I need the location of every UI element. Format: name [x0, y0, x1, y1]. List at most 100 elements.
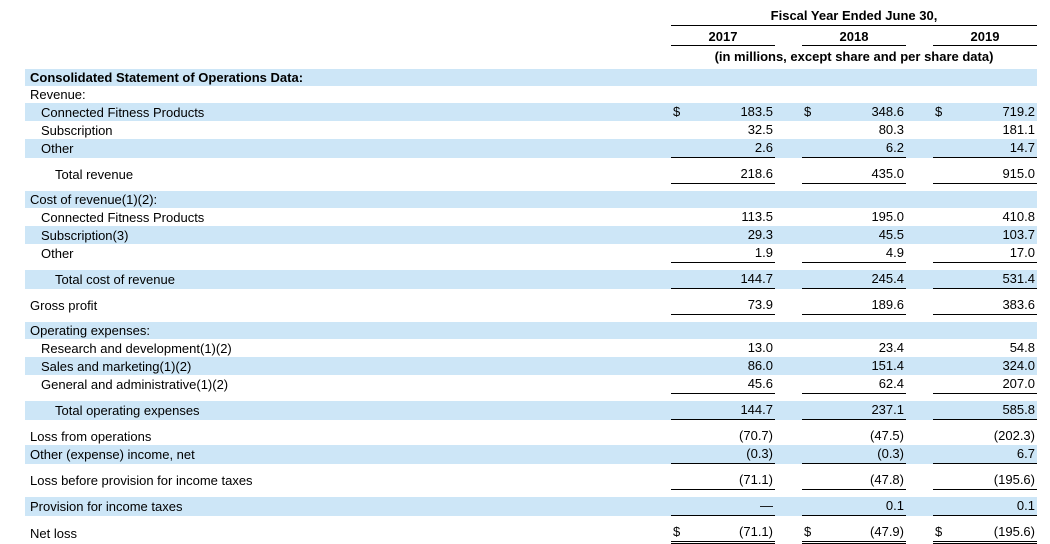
- value-text: 23.4: [878, 340, 904, 355]
- value-cell: 6.7: [933, 445, 1037, 464]
- value-cell: 23.4: [802, 339, 906, 357]
- value-text: 0.1: [885, 498, 904, 513]
- value-cell: 4.9: [802, 244, 906, 263]
- row-label: Subscription: [41, 122, 113, 138]
- value-text: 435.0: [871, 166, 904, 181]
- year-column-2017: 2017: [671, 26, 775, 46]
- value-text: (0.3): [877, 446, 904, 461]
- row-label: Total revenue: [55, 167, 134, 182]
- value-cell: 2.6: [671, 139, 775, 158]
- value-text: 4.9: [885, 245, 904, 260]
- value-cell: 6.2: [802, 139, 906, 158]
- value-text: 348.6: [871, 104, 904, 119]
- value-cell: (0.3): [671, 445, 775, 464]
- value-cell: 218.6: [671, 165, 775, 184]
- units-subtitle: (in millions, except share and per share…: [714, 49, 994, 64]
- value-text: 324.0: [1002, 358, 1035, 373]
- value-text: 54.8: [1009, 340, 1035, 355]
- value-text: (70.7): [739, 428, 773, 443]
- dollar-sign: $: [804, 104, 812, 119]
- table-row: Gross profit 73.9 189.6 383.6: [25, 296, 1037, 315]
- value-cell: 245.4: [802, 270, 906, 289]
- value-cell: $ (195.6): [933, 523, 1037, 544]
- row-label: Loss before provision for income taxes: [30, 473, 253, 488]
- value-text: (47.8): [870, 472, 904, 487]
- table-row: Consolidated Statement of Operations Dat…: [25, 69, 1037, 86]
- value-cell: 0.1: [802, 497, 906, 516]
- table-row: Subscription(3) 29.3 45.5 103.7: [25, 226, 1037, 244]
- value-cell: —: [671, 497, 775, 516]
- value-cell: 29.3: [671, 226, 775, 244]
- row-label: Revenue:: [30, 87, 86, 102]
- year-column-2019: 2019: [933, 26, 1037, 46]
- value-cell: $348.6: [802, 103, 906, 121]
- row-label: Other: [41, 246, 74, 261]
- value-text: 915.0: [1002, 166, 1035, 181]
- value-text: 144.7: [740, 271, 773, 286]
- row-label: Consolidated Statement of Operations Dat…: [30, 70, 304, 85]
- value-text: (195.6): [993, 472, 1035, 487]
- dollar-sign: $: [673, 104, 681, 119]
- table-row: Total cost of revenue 144.7 245.4 531.4: [25, 270, 1037, 289]
- value-cell: $719.2: [933, 103, 1037, 121]
- value-cell: 86.0: [671, 357, 775, 375]
- value-cell: 1.9: [671, 244, 775, 263]
- value-cell: (202.3): [933, 427, 1037, 445]
- value-text: 531.4: [1002, 271, 1035, 286]
- value-text: 237.1: [871, 402, 904, 417]
- row-label: Loss from operations: [30, 428, 152, 444]
- value-cell: 62.4: [802, 375, 906, 394]
- row-label: Other (expense) income, net: [30, 447, 195, 462]
- value-text: (71.1): [739, 524, 773, 539]
- dollar-sign: $: [935, 524, 943, 539]
- table-row: Other 2.6 6.2 14.7: [25, 139, 1037, 158]
- row-label: Sales and marketing(1)(2): [41, 358, 192, 374]
- table-row: Research and development(1)(2) 13.0 23.4…: [25, 339, 1037, 357]
- table-row: Total operating expenses 144.7 237.1 585…: [25, 401, 1037, 420]
- value-cell: 45.6: [671, 375, 775, 394]
- value-text: 86.0: [747, 358, 773, 373]
- value-text: 0.1: [1016, 498, 1035, 513]
- value-text: —: [760, 498, 773, 513]
- row-label: Subscription(3): [41, 227, 129, 243]
- value-text: (71.1): [739, 472, 773, 487]
- value-cell: 195.0: [802, 208, 906, 226]
- value-cell: 17.0: [933, 244, 1037, 263]
- value-cell: 531.4: [933, 270, 1037, 289]
- value-text: 6.2: [885, 140, 904, 155]
- value-cell: 324.0: [933, 357, 1037, 375]
- table-row: Revenue:: [25, 86, 1037, 103]
- value-cell: 237.1: [802, 401, 906, 420]
- value-cell: 14.7: [933, 139, 1037, 158]
- value-cell: (195.6): [933, 471, 1037, 490]
- value-text: 383.6: [1002, 297, 1035, 312]
- dollar-sign: $: [673, 524, 681, 539]
- value-cell: 103.7: [933, 226, 1037, 244]
- value-text: 62.4: [878, 376, 904, 391]
- row-label: General and administrative(1)(2): [41, 377, 229, 392]
- row-label: Gross profit: [30, 298, 98, 313]
- row-label: Other: [41, 141, 74, 156]
- value-text: (202.3): [993, 428, 1035, 443]
- value-text: 32.5: [747, 122, 773, 137]
- value-cell: (70.7): [671, 427, 775, 445]
- row-label: Total operating expenses: [55, 403, 200, 418]
- value-text: 45.6: [747, 376, 773, 391]
- value-cell: 207.0: [933, 375, 1037, 394]
- value-cell: (47.5): [802, 427, 906, 445]
- value-cell: 144.7: [671, 270, 775, 289]
- table-row: Other 1.9 4.9 17.0: [25, 244, 1037, 263]
- value-text: (47.5): [870, 428, 904, 443]
- table-row: General and administrative(1)(2) 45.6 62…: [25, 375, 1037, 394]
- value-text: 189.6: [871, 297, 904, 312]
- value-cell: 73.9: [671, 296, 775, 315]
- value-cell: 54.8: [933, 339, 1037, 357]
- row-label: Total cost of revenue: [55, 272, 175, 287]
- value-text: 585.8: [1002, 402, 1035, 417]
- value-text: 207.0: [1002, 376, 1035, 391]
- value-cell: [933, 83, 1037, 86]
- table-row: Loss from operations (70.7) (47.5) (202.…: [25, 427, 1037, 445]
- value-text: (47.9): [870, 524, 904, 539]
- table-row: Connected Fitness Products $183.5 $348.6…: [25, 103, 1037, 121]
- table-row: Sales and marketing(1)(2) 86.0 151.4 324…: [25, 357, 1037, 375]
